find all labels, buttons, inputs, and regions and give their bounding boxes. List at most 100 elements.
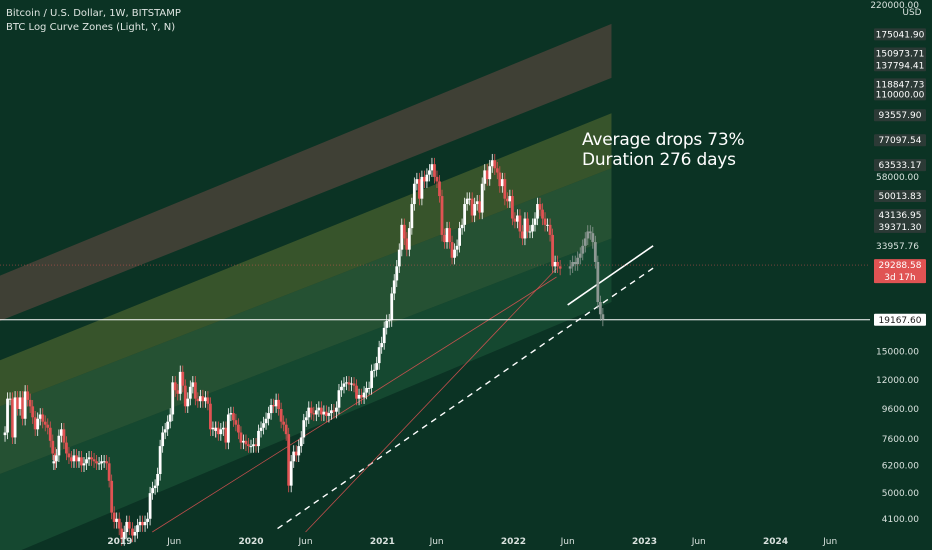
symbol-legend[interactable]: Bitcoin / U.S. Dollar, 1W, BITSTAMP [6, 8, 181, 19]
candles [3, 153, 605, 546]
horizontal-line-19167[interactable] [0, 264, 870, 321]
candle-body [433, 164, 436, 177]
candle-body [430, 164, 434, 171]
y-axis[interactable]: 220000.00 58000.00 33957.76 15000.00 12000.0… [870, 0, 932, 550]
y-tick-label: 9600.00 [882, 405, 919, 415]
candle-body [392, 280, 396, 294]
candle-body [382, 327, 386, 344]
candle-body [274, 399, 278, 407]
candle-body [533, 218, 537, 225]
x-tick-label: Jun [429, 537, 444, 547]
y-tick-label: 4100.00 [882, 515, 919, 525]
candle-body [131, 528, 134, 536]
current-price-tag: 29288.58 3d 17h [874, 259, 926, 284]
candle-body [425, 174, 429, 182]
candle-body [242, 440, 245, 443]
candle-body [229, 413, 233, 415]
text-annotation[interactable]: Average drops 73% Duration 276 days [582, 130, 745, 170]
price-tag-label: 137794.41 [876, 61, 925, 71]
candle-body [546, 224, 549, 226]
candle-body [307, 407, 311, 418]
candle-body [211, 427, 215, 430]
candle-body [279, 408, 283, 422]
candle-body [6, 398, 9, 433]
candle-body [581, 245, 585, 254]
candle-body [43, 421, 47, 425]
candle-body [495, 168, 499, 173]
candle-body [531, 224, 534, 232]
candle-body [141, 521, 144, 526]
candle-body [294, 451, 298, 456]
candle-body [168, 414, 172, 422]
candle-body [75, 455, 78, 462]
candle-body [87, 457, 91, 460]
candle-body [38, 414, 42, 419]
candle-body [309, 407, 313, 414]
current-price-tag-bg [874, 259, 926, 284]
candle-body [297, 446, 301, 456]
candle-body [304, 417, 308, 421]
candle-body [324, 411, 328, 416]
candle-body [46, 424, 50, 428]
candle-body [365, 387, 368, 393]
candle-body [402, 224, 406, 239]
candle-body [578, 253, 582, 258]
y-tick-label: 6200.00 [882, 461, 919, 471]
candle-body [254, 444, 258, 447]
candle-body [23, 391, 27, 419]
candle-body [259, 427, 263, 431]
candle-body [198, 396, 202, 402]
candle-body [166, 421, 170, 430]
x-axis[interactable]: 2019 Jun 2020 Jun 2021 Jun 2022 Jun 2023 Jun 2024 J… [107, 537, 837, 547]
price-tag-bg [874, 220, 926, 233]
candle-body [272, 405, 276, 407]
candle-body [440, 196, 444, 235]
candle-body [465, 198, 469, 205]
price-tag: 175041.90 [874, 28, 926, 41]
candle-body [62, 429, 66, 443]
candle-body [593, 242, 597, 262]
candle-body [163, 429, 167, 433]
zone-top [0, 23, 612, 321]
chart-legend[interactable]: Bitcoin / U.S. Dollar, 1W, BITSTAMP BTC … [6, 7, 181, 35]
candle-body [390, 293, 394, 321]
candle-body [31, 406, 35, 418]
y-tick-label: 5000.00 [882, 489, 919, 499]
candle-body [370, 370, 374, 388]
y-tick-label: 33957.76 [876, 242, 919, 252]
candle-body [576, 257, 580, 265]
candle-body [206, 397, 210, 404]
candle-body [588, 231, 592, 234]
candle-body [21, 397, 25, 419]
candle-body [473, 204, 477, 216]
candle-body [267, 413, 270, 419]
candle-body [117, 518, 121, 529]
candle-body [551, 234, 554, 267]
candle-body [463, 204, 467, 225]
indicator-legend[interactable]: BTC Log Curve Zones (Light, Y, N) [6, 22, 176, 33]
candle-body [136, 525, 139, 532]
candle-body [122, 532, 126, 540]
candle-body [133, 532, 137, 536]
candle-body [239, 432, 243, 443]
candle-body [226, 414, 230, 443]
candle-body [335, 407, 338, 412]
price-tag: 50013.83 [874, 190, 926, 203]
x-tick-label: 2023 [632, 537, 657, 547]
candle-body [568, 266, 572, 269]
candle-body [85, 459, 88, 464]
candle-body [372, 369, 376, 371]
candle-body [523, 218, 527, 239]
candle-body [385, 320, 389, 328]
candle-body [500, 179, 504, 187]
candle-body [571, 261, 575, 267]
candle-body [80, 457, 83, 466]
candle-body [558, 266, 562, 269]
price-tag-bg [874, 28, 926, 41]
candle-body [287, 434, 291, 486]
candle-body [485, 170, 489, 180]
candle-body [67, 453, 71, 458]
candle-body [201, 396, 205, 402]
candle-body [57, 435, 61, 456]
